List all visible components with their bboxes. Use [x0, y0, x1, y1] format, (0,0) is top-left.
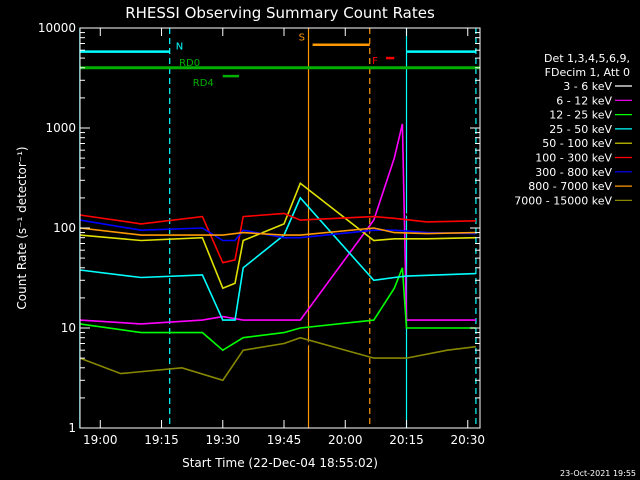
legend-label-25-50-kev: 25 - 50 keV [549, 123, 612, 136]
series-line-50-100-kev [79, 182, 476, 290]
x-tick-label-20-15: 20:15 [389, 433, 424, 447]
legend: Det 1,3,4,5,6,9, FDecim 1, Att 0 3 - 6 k… [514, 52, 632, 207]
y-tick-label-100: 100 [53, 221, 76, 235]
series-line-3-6-kev [79, 150, 476, 390]
x-tick-label-19-15: 19:15 [144, 433, 179, 447]
y-tick-label-10000: 10000 [38, 21, 76, 35]
annotation-label-n: N [176, 42, 183, 53]
series-line-25-50-kev [79, 196, 476, 321]
timestamp-label: 23-Oct-2021 19:55 [560, 469, 636, 478]
annotation-label-s: S [299, 33, 305, 44]
legend-label-6-12-kev: 6 - 12 keV [556, 94, 612, 107]
series-line-12-25-kev [79, 267, 476, 352]
legend-header-line-2: FDecim 1, Att 0 [545, 66, 630, 79]
series-line-6-12-kev [79, 123, 476, 325]
x-tick-label-19-45: 19:45 [267, 433, 302, 447]
legend-label-300-800-kev: 300 - 800 keV [535, 166, 612, 179]
legend-label-50-100-kev: 50 - 100 keV [542, 137, 612, 150]
x-tick-label-20-30: 20:30 [450, 433, 485, 447]
legend-label-3-6-kev: 3 - 6 keV [563, 80, 612, 93]
annotation-label-f: F [372, 56, 378, 67]
y-axis-label: Count Rate (s⁻¹ detector⁻¹) [15, 146, 29, 309]
x-axis-label: Start Time (22-Dec-04 18:55:02) [182, 456, 378, 470]
legend-label-800-7000-kev: 800 - 7000 keV [528, 180, 612, 193]
y-axis: 1 10 100 1000 10000 [38, 21, 480, 435]
y-tick-label-1: 1 [68, 421, 76, 435]
x-axis: 19:00 19:15 19:30 19:45 20:00 20:15 20:30 [83, 28, 485, 447]
legend-label-7000-15000-kev: 7000 - 15000 keV [514, 194, 612, 207]
legend-header-line-1: Det 1,3,4,5,6,9, [544, 52, 630, 65]
series-line-800-7000-kev [79, 227, 476, 236]
y-tick-label-10: 10 [61, 321, 76, 335]
x-tick-label-20-00: 20:00 [328, 433, 363, 447]
series-line-7000-15000-kev [79, 336, 476, 382]
chart-title: RHESSI Observing Summary Count Rates [125, 4, 435, 22]
legend-label-12-25-kev: 12 - 25 keV [549, 109, 612, 122]
series-line-100-300-kev [79, 212, 476, 264]
legend-label-100-300-kev: 100 - 300 keV [535, 152, 612, 165]
plot-area: N RD0 RD4 S F [79, 28, 480, 428]
annotation-label-rd0: RD0 [179, 58, 200, 69]
annotation-label-rd4: RD4 [193, 78, 214, 89]
x-tick-label-19-30: 19:30 [205, 433, 240, 447]
x-tick-label-19-00: 19:00 [83, 433, 118, 447]
y-tick-label-1000: 1000 [45, 121, 76, 135]
